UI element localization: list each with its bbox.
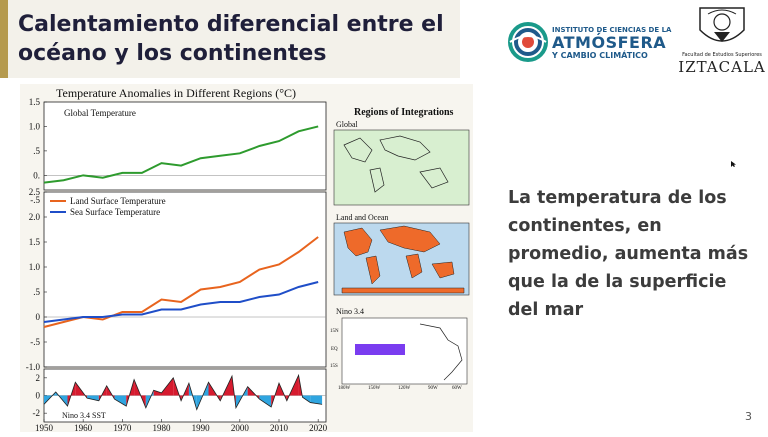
chart-1-ytick-label-4: .5 — [33, 287, 40, 297]
chart-2-xtick-label-5: 2000 — [231, 423, 250, 433]
icacc-line1: INSTITUTO DE CIENCIAS DE LA — [552, 26, 672, 34]
unam-seal-icon — [699, 7, 745, 42]
nino-lon-120w: 120W — [398, 386, 411, 391]
nino-area-segment-4 — [87, 395, 99, 401]
chart-0-ytick-label-3: 0. — [33, 170, 40, 180]
map-label-land-ocean: Land and Ocean — [336, 213, 389, 222]
mouse-pointer-icon — [731, 161, 736, 167]
chart-0-ytick-label-4: -.5 — [30, 195, 40, 205]
icacc-line3: Y CAMBIO CLIMÁTICO — [552, 51, 648, 60]
nino-area-segment-11 — [153, 390, 162, 396]
chart-2-xtick-label-0: 1950 — [35, 423, 54, 433]
chart-1-ytick-label-7: -1.0 — [26, 362, 41, 372]
nino-lon-60w: 60W — [452, 386, 462, 391]
nino-lat-15s: 15S — [330, 364, 338, 369]
unam-logo: Facultad de Estudios Superiores IZTACALA — [678, 4, 766, 78]
chart-1-legend-label-1: Sea Surface Temperature — [70, 207, 160, 217]
slide-body-text: La temperatura de los continentes, en pr… — [508, 188, 749, 320]
nino-lon-150w: 150W — [368, 386, 381, 391]
chart-2-xtick-label-3: 1980 — [153, 423, 172, 433]
chart-1-frame — [43, 191, 327, 368]
chart-2-ytick-label-2: -2 — [33, 408, 41, 418]
chart-1-ytick-label-6: -.5 — [30, 337, 40, 347]
page-number: 3 — [745, 410, 752, 423]
title-band — [0, 0, 460, 78]
unam-subtitle: Facultad de Estudios Superiores — [682, 52, 762, 58]
slide-title: Calentamiento diferencial entre el océan… — [18, 12, 444, 66]
map-label-global: Global — [336, 120, 358, 129]
nino-lon-90w: 90W — [428, 386, 438, 391]
nino-lat-15n: 15N — [330, 329, 339, 334]
icacc-logo: INSTITUTO DE CIENCIAS DE LA ATMÓSFERA Y … — [508, 22, 678, 68]
figure-title: Temperature Anomalies in Different Regio… — [56, 86, 297, 100]
chart-1-series-1-line — [43, 281, 319, 323]
chart-2-xtick-label-7: 2020 — [309, 423, 328, 433]
icacc-line2: ATMÓSFERA — [552, 33, 667, 52]
nino-series-label: Nino 3.4 SST — [62, 411, 106, 420]
nino-lon-180w: 180W — [338, 386, 351, 391]
nino-area-segment-22 — [259, 395, 272, 407]
chart-0-ytick-label-0: 1.5 — [29, 97, 41, 107]
nino-series-line — [43, 373, 323, 411]
chart-1-ytick-label-3: 1.0 — [29, 262, 41, 272]
chart-0-ytick-label-1: 1.0 — [29, 121, 41, 131]
chart-1-legend-label-0: Land Surface Temperature — [70, 196, 166, 206]
regions-title: Regions of Integrations — [354, 107, 454, 118]
map-label-nino34: Nino 3.4 — [336, 307, 364, 316]
chart-1-ytick-label-1: 2.0 — [29, 212, 41, 222]
chart-1-ytick-label-0: 2.5 — [29, 187, 41, 197]
nino-lat-eq: EQ — [331, 347, 338, 352]
chart-0-series-label: Global Temperature — [64, 108, 136, 118]
accent-bar — [0, 0, 8, 78]
globe-swirl-icon — [508, 22, 548, 62]
chart-2-xtick-label-1: 1960 — [74, 423, 93, 433]
unam-name: IZTACALA — [678, 58, 766, 76]
chart-2-ytick-label-0: 2 — [36, 373, 41, 383]
chart-1-ytick-label-5: 0 — [36, 312, 41, 322]
chart-0-ytick-label-2: .5 — [33, 146, 40, 156]
chart-2-xtick-label-6: 2010 — [270, 423, 289, 433]
nino-area-segment-28 — [310, 395, 323, 405]
chart-0-series-0-line — [43, 125, 319, 184]
chart-1-ytick-label-2: 1.5 — [29, 237, 41, 247]
chart-2-ytick-label-1: 0 — [36, 391, 41, 401]
nino-area-segment-7 — [114, 395, 127, 407]
nino-area-segment-12 — [161, 377, 174, 396]
chart-2-xtick-label-2: 1970 — [113, 423, 132, 433]
chart-2-xtick-label-4: 1990 — [192, 423, 211, 433]
